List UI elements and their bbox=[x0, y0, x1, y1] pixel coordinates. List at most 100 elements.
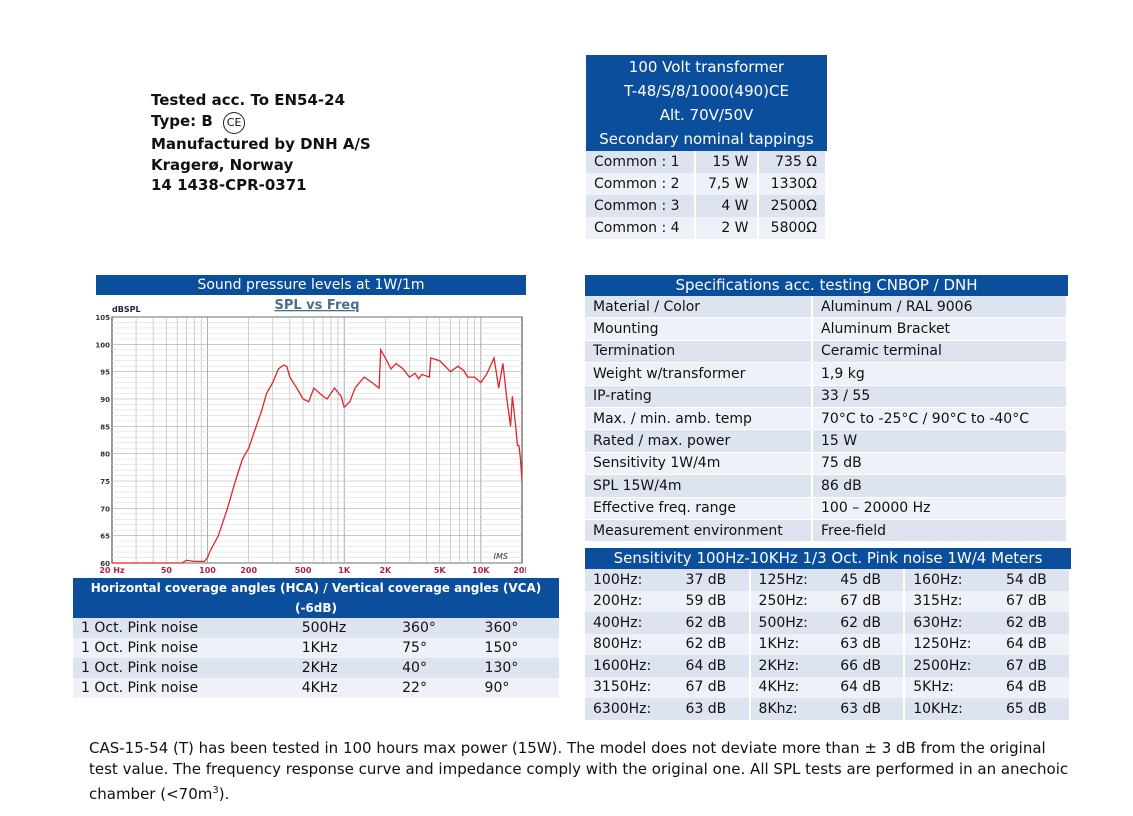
spec-label: Material / Color bbox=[585, 296, 813, 319]
sens-value: 62 dB bbox=[832, 612, 906, 634]
sens-value: 67 dB bbox=[997, 590, 1072, 612]
spec-label: Effective freq. range bbox=[585, 497, 813, 520]
certification-info: Tested acc. To EN54-24 Type: B CE Manufac… bbox=[151, 90, 371, 196]
table-row: 100Hz: 37 dB 125Hz: 45 dB 160Hz: 54 dB bbox=[585, 569, 1072, 591]
sens-freq: 100Hz: bbox=[593, 571, 643, 588]
table-row: 1 Oct. Pink noise 4KHz 22° 90° bbox=[73, 678, 559, 698]
table-row: SPL 15W/4m 86 dB bbox=[585, 474, 1068, 498]
sens-value: 64 dB bbox=[997, 633, 1072, 655]
x-tick-label: 20 Hz bbox=[99, 566, 125, 575]
sens-value: 65 dB bbox=[997, 698, 1072, 720]
x-tick-label: 1K bbox=[338, 566, 351, 575]
spec-label: Mounting bbox=[585, 317, 813, 341]
sens-value: 66 dB bbox=[832, 655, 906, 677]
sens-freq: 6300Hz: bbox=[593, 700, 652, 717]
specifications-table: Specifications acc. testing CNBOP / DNH … bbox=[585, 275, 1068, 543]
sens-value: 64 dB bbox=[677, 655, 751, 677]
coverage-header: Horizontal coverage angles (HCA) / Verti… bbox=[73, 578, 559, 618]
sens-freq: 8Khz: bbox=[758, 700, 798, 717]
tap-impedance: 2500Ω bbox=[757, 195, 828, 217]
y-tick-label: 100 bbox=[96, 341, 110, 349]
sens-value: 64 dB bbox=[997, 676, 1072, 698]
x-tick-label: 10K bbox=[472, 566, 490, 575]
sens-freq: 160Hz: bbox=[913, 571, 963, 588]
table-row: Material / Color Aluminum / RAL 9006 bbox=[585, 296, 1068, 319]
spec-value: 15 W bbox=[812, 429, 1068, 453]
sensitivity-header: Sensitivity 100Hz-10KHz 1/3 Oct. Pink no… bbox=[585, 548, 1071, 569]
table-row: Measurement environment Free-field bbox=[585, 519, 1068, 543]
watermark-logo: IMS bbox=[494, 552, 508, 561]
table-row: Effective freq. range 100 – 20000 Hz bbox=[585, 497, 1068, 520]
coverage-noise: 1 Oct. Pink noise bbox=[81, 660, 199, 676]
sens-freq: 315Hz: bbox=[913, 593, 963, 610]
table-row: 6300Hz: 63 dB 8Khz: 63 dB 10KHz: 65 dB bbox=[585, 698, 1072, 720]
coverage-vca: 90° bbox=[484, 680, 510, 696]
y-tick-label: 65 bbox=[100, 533, 110, 541]
coverage-hca: 360° bbox=[402, 620, 436, 636]
sens-freq: 800Hz: bbox=[593, 636, 643, 653]
spec-value: Ceramic terminal bbox=[812, 340, 1068, 364]
spec-label: IP-rating bbox=[585, 385, 813, 408]
table-row: Max. / min. amb. temp 70°C to -25°C / 90°… bbox=[585, 407, 1068, 431]
spec-label: Weight w/transformer bbox=[585, 362, 813, 386]
sens-value: 37 dB bbox=[677, 569, 751, 591]
coverage-freq: 2KHz bbox=[301, 660, 338, 676]
table-row: Common : 2 7,5 W 1330Ω bbox=[586, 173, 828, 195]
coverage-noise: 1 Oct. Pink noise bbox=[81, 640, 199, 656]
y-tick-label: 105 bbox=[96, 314, 110, 322]
footer-text: CAS-15-54 (T) has been tested in 100 hou… bbox=[89, 739, 1069, 803]
x-tick-label: 5K bbox=[434, 566, 447, 575]
y-tick-label: 80 bbox=[100, 451, 110, 459]
table-row: 200Hz: 59 dB 250Hz: 67 dB 315Hz: 67 dB bbox=[585, 590, 1072, 612]
sens-value: 59 dB bbox=[677, 590, 751, 612]
table-row: 1600Hz: 64 dB 2KHz: 66 dB 2500Hz: 67 dB bbox=[585, 655, 1072, 677]
coverage-hca: 75° bbox=[402, 640, 427, 656]
x-tick-label: 100 bbox=[199, 566, 216, 575]
spec-label: Measurement environment bbox=[585, 519, 813, 543]
table-row: Rated / max. power 15 W bbox=[585, 429, 1068, 453]
x-tick-label: 2K bbox=[379, 566, 392, 575]
y-axis-label: dBSPL bbox=[112, 305, 141, 314]
sens-freq: 2KHz: bbox=[758, 657, 800, 674]
footer-sup: 3 bbox=[212, 785, 219, 796]
transformer-header: 100 Volt transformer T-48/S/8/1000(490)C… bbox=[586, 55, 827, 151]
y-tick-label: 90 bbox=[100, 396, 110, 404]
tap-label: Common : 4 bbox=[586, 217, 697, 239]
sens-value: 67 dB bbox=[677, 676, 751, 698]
spec-label: Termination bbox=[585, 340, 813, 364]
table-row: 3150Hz: 67 dB 4KHz: 64 dB 5KHz: 64 dB bbox=[585, 676, 1072, 698]
spec-value: 70°C to -25°C / 90°C to -40°C bbox=[812, 407, 1068, 431]
table-row: 1 Oct. Pink noise 1KHz 75° 150° bbox=[73, 638, 559, 658]
y-tick-label: 75 bbox=[100, 478, 110, 486]
info-line: Kragerø, Norway bbox=[151, 155, 294, 174]
spl-curve bbox=[112, 347, 523, 564]
table-row: Common : 1 15 W 735 Ω bbox=[586, 151, 828, 173]
tap-label: Common : 1 bbox=[586, 151, 697, 173]
table-row: 1 Oct. Pink noise 2KHz 40° 130° bbox=[73, 658, 559, 678]
coverage-vca: 150° bbox=[484, 640, 519, 656]
chart-title: SPL vs Freq bbox=[274, 298, 359, 313]
sens-freq: 1KHz: bbox=[758, 636, 800, 653]
coverage-hca: 22° bbox=[402, 680, 427, 696]
y-tick-label: 85 bbox=[100, 423, 110, 431]
table-row: Termination Ceramic terminal bbox=[585, 340, 1068, 364]
coverage-hca: 40° bbox=[402, 660, 427, 676]
table-row: IP-rating 33 / 55 bbox=[585, 385, 1068, 408]
title-line: T-48/S/8/1000(490)CE bbox=[624, 82, 789, 100]
y-tick-label: 60 bbox=[100, 560, 110, 568]
table-row: 400Hz: 62 dB 500Hz: 62 dB 630Hz: 62 dB bbox=[585, 612, 1072, 634]
tap-label: Common : 3 bbox=[586, 195, 697, 217]
sens-value: 64 dB bbox=[832, 676, 906, 698]
spec-value: 1,9 kg bbox=[812, 362, 1068, 386]
tap-power: 4 W bbox=[695, 195, 759, 217]
tap-impedance: 735 Ω bbox=[757, 151, 828, 173]
table-row: 800Hz: 62 dB 1KHz: 63 dB 1250Hz: 64 dB bbox=[585, 633, 1072, 655]
info-line: Type: B CE bbox=[151, 111, 371, 134]
sens-value: 62 dB bbox=[997, 612, 1072, 634]
title-line: 100 Volt transformer bbox=[628, 58, 785, 76]
x-tick-label: 500 bbox=[295, 566, 312, 575]
spec-value: Aluminum Bracket bbox=[812, 317, 1068, 341]
sensitivity-table: Sensitivity 100Hz-10KHz 1/3 Oct. Pink no… bbox=[585, 548, 1072, 720]
